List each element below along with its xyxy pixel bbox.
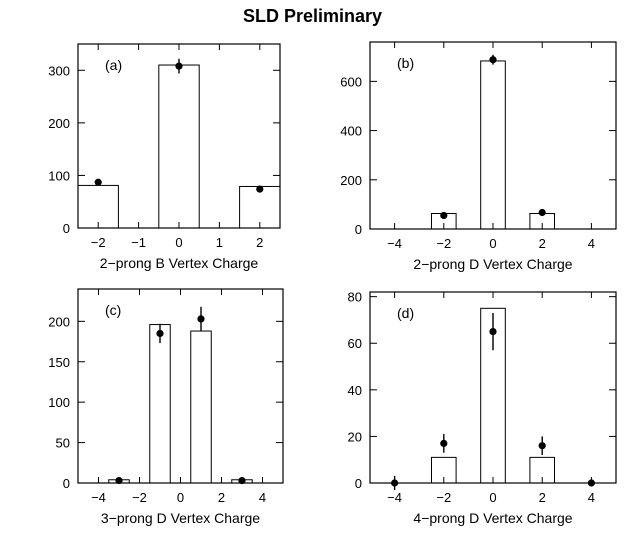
data-point xyxy=(489,56,497,64)
panel-label: (d) xyxy=(397,305,414,321)
y-tick-label: 200 xyxy=(48,116,70,131)
x-tick-label: −1 xyxy=(131,235,146,250)
x-tick-label: −2 xyxy=(436,236,451,251)
y-tick-label: 100 xyxy=(48,168,70,183)
x-tick-label: −2 xyxy=(436,490,451,505)
x-tick-label: 1 xyxy=(216,235,223,250)
histogram-bar xyxy=(149,324,171,484)
x-tick-label: −4 xyxy=(387,236,402,251)
chart-panel-3: −4 −2 0 2 4 0 50 100 150 200 (c) 3−prong D Vertex C… xyxy=(48,288,284,526)
x-axis-label: 3−prong D Vertex Charge xyxy=(101,510,260,526)
y-tick-label: 200 xyxy=(340,173,362,188)
y-tick-label: 40 xyxy=(348,383,362,398)
data-point xyxy=(156,329,164,338)
chart-panel-2: −4 −2 0 2 4 0 200 400 600 (b) 2−prong D Vertex Cha… xyxy=(340,41,617,272)
data-point xyxy=(440,211,448,220)
y-tick-label: 20 xyxy=(348,429,362,444)
data-point xyxy=(440,439,448,448)
y-tick-label: 50 xyxy=(56,436,70,451)
x-axis-label: 4−prong D Vertex Charge xyxy=(413,510,572,526)
y-tick-label: 80 xyxy=(348,290,362,305)
data-point xyxy=(256,185,264,193)
y-tick-label: 0 xyxy=(355,222,362,237)
x-tick-label: 0 xyxy=(175,235,182,250)
x-tick-label: 4 xyxy=(588,236,595,251)
x-tick-label: 2 xyxy=(256,235,263,250)
y-tick-label: 600 xyxy=(340,74,362,89)
y-tick-label: 100 xyxy=(48,395,70,410)
y-tick-label: 0 xyxy=(63,221,70,236)
y-tick-label: 300 xyxy=(48,63,70,78)
x-tick-label: 2 xyxy=(218,490,225,505)
histogram-bar xyxy=(158,64,200,229)
y-tick-label: 400 xyxy=(340,124,362,139)
panel-label: (c) xyxy=(105,302,121,318)
histogram-bar xyxy=(190,330,212,484)
x-axis-label: 2−prong D Vertex Charge xyxy=(413,256,572,272)
plot-frame xyxy=(77,288,284,484)
histogram-bar xyxy=(77,184,119,229)
x-tick-label: 0 xyxy=(489,490,496,505)
x-tick-label: 0 xyxy=(177,490,184,505)
data-point xyxy=(538,442,546,450)
x-tick-label: 4 xyxy=(259,490,266,505)
data-point xyxy=(197,315,205,323)
figure-title: SLD Preliminary xyxy=(242,6,383,26)
x-axis-label: 2−prong B Vertex Charge xyxy=(100,255,259,271)
panel-label: (a) xyxy=(105,57,122,73)
x-tick-label: 2 xyxy=(539,236,546,251)
x-tick-label: −4 xyxy=(91,490,106,505)
data-point xyxy=(115,476,123,485)
x-tick-label: 4 xyxy=(588,490,595,505)
histogram-bar xyxy=(239,185,281,229)
y-tick-label: 200 xyxy=(48,314,70,329)
x-tick-label: −2 xyxy=(91,235,106,250)
y-tick-label: 150 xyxy=(48,355,70,370)
data-point xyxy=(238,476,246,485)
x-tick-label: −2 xyxy=(132,490,147,505)
data-point xyxy=(538,208,546,217)
panel-label: (b) xyxy=(397,55,414,71)
x-tick-label: 0 xyxy=(489,236,496,251)
chart-panel-1: −2 −1 0 1 2 0 100 200 300 (a) 2−prong B Vertex Cha… xyxy=(48,43,281,271)
data-point xyxy=(175,62,183,70)
y-tick-label: 60 xyxy=(348,336,362,351)
histogram-bar xyxy=(480,60,506,230)
x-tick-label: −4 xyxy=(387,490,402,505)
y-tick-label: 0 xyxy=(63,476,70,491)
y-tick-label: 0 xyxy=(355,476,362,491)
data-point xyxy=(94,178,102,186)
data-point xyxy=(489,327,497,336)
x-tick-label: 2 xyxy=(539,490,546,505)
